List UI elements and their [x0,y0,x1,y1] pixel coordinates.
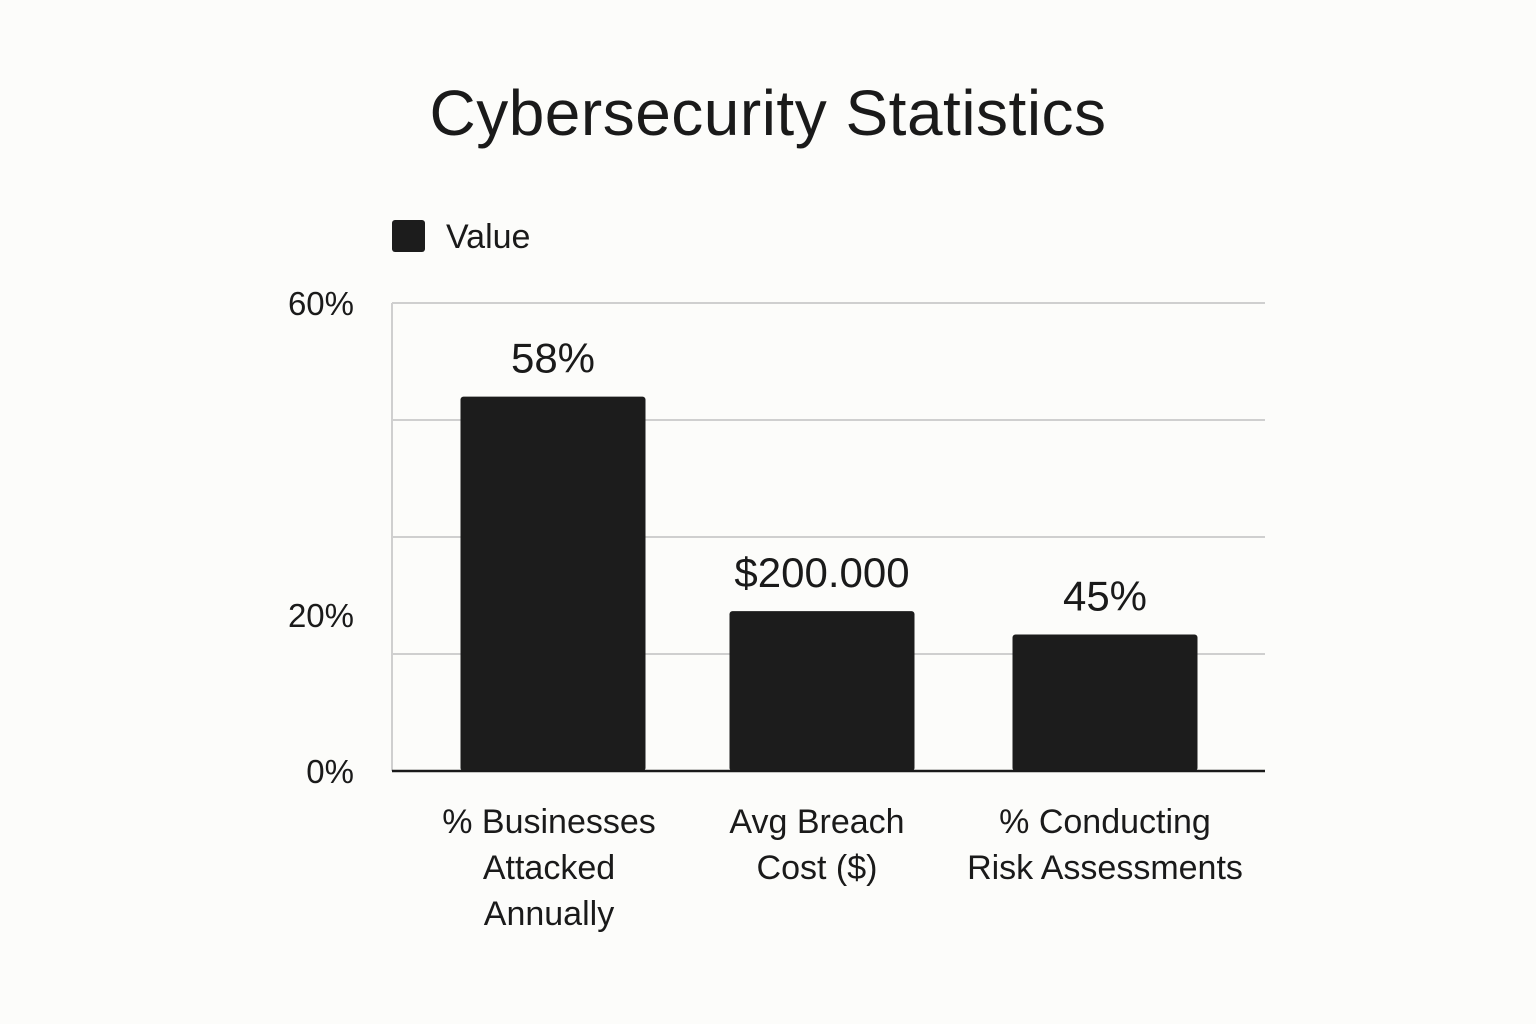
legend-swatch [392,220,425,252]
bar [460,396,646,771]
category-label: % Businesses Attacked Annually [442,803,656,933]
category-label: % Conducting Risk Assessments [967,803,1243,887]
category-label-line: Risk Assessments [967,849,1243,887]
y-tick-label: 20% [288,597,354,634]
category-label-line: Avg Breach [729,803,904,841]
category-label-line: Attacked [483,849,615,887]
bar [1012,634,1198,771]
data-label: 58% [511,335,595,382]
category-label: Avg Breach Cost ($) [729,803,904,887]
y-tick-label: 60% [288,285,354,322]
data-label: 45% [1063,573,1147,620]
data-label: $200.000 [734,549,909,596]
legend: Value [392,218,530,256]
category-label-line: Annually [484,895,614,933]
legend-label: Value [446,218,530,256]
y-tick-label: 0% [306,753,354,790]
category-label-line: % Businesses [442,803,656,841]
bar [729,611,915,771]
chart-title: Cybersecurity Statistics [429,77,1107,149]
category-label-line: Cost ($) [757,849,878,887]
category-label-line: % Conducting [999,803,1211,841]
